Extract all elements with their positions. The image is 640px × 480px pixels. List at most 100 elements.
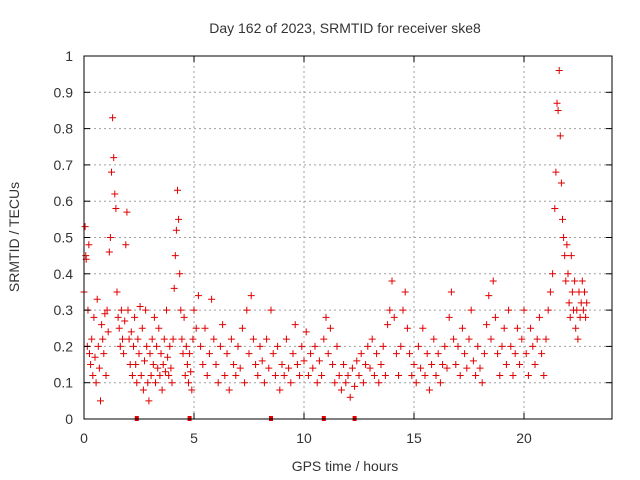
- data-point: [307, 350, 315, 358]
- data-point: [485, 292, 493, 300]
- data-point: [377, 361, 385, 369]
- data-point: [507, 342, 515, 350]
- data-point: [243, 306, 251, 314]
- data-point: [430, 335, 438, 343]
- data-point: [551, 204, 559, 212]
- data-point: [171, 252, 179, 260]
- data-point: [256, 342, 264, 350]
- data-point: [583, 299, 591, 307]
- data-point: [557, 179, 565, 187]
- data-point: [182, 342, 190, 350]
- data-point: [318, 371, 326, 379]
- data-point: [552, 168, 560, 176]
- data-point: [181, 371, 189, 379]
- data-point: [439, 361, 447, 369]
- data-point: [540, 371, 548, 379]
- data-point: [572, 324, 580, 332]
- data-point: [135, 350, 143, 358]
- data-point: [421, 371, 429, 379]
- data-point: [563, 241, 571, 249]
- data-point: [452, 361, 460, 369]
- data-point: [100, 350, 108, 358]
- data-point: [320, 335, 328, 343]
- data-point: [565, 299, 573, 307]
- data-point: [113, 288, 121, 296]
- data-point: [136, 302, 144, 310]
- data-point: [254, 371, 262, 379]
- data-point: [375, 379, 383, 387]
- data-point: [364, 342, 372, 350]
- axis-ticks: [83, 55, 612, 420]
- data-point: [104, 328, 112, 336]
- data-point: [291, 321, 299, 329]
- data-point: [102, 371, 110, 379]
- data-point: [249, 335, 257, 343]
- data-point: [130, 342, 137, 350]
- data-point: [480, 350, 488, 358]
- data-point: [90, 313, 98, 321]
- data-point: [101, 310, 109, 318]
- data-point: [518, 335, 526, 343]
- data-point: [406, 350, 414, 358]
- data-point: [117, 306, 125, 314]
- data-point: [160, 335, 168, 343]
- data-point: [513, 324, 521, 332]
- data-point: [571, 277, 579, 285]
- data-point: [414, 342, 422, 350]
- data-point: [538, 350, 546, 358]
- data-point: [186, 350, 194, 358]
- data-point: [386, 306, 394, 314]
- data-point: [106, 234, 114, 241]
- data-point: [142, 306, 150, 314]
- data-point: [573, 306, 581, 314]
- data-point: [112, 204, 120, 212]
- data-point: [148, 335, 156, 343]
- data-point: [395, 371, 403, 379]
- data-point: [274, 342, 282, 350]
- data-point: [496, 371, 504, 379]
- data-point: [436, 379, 444, 387]
- x-tick-label: 20: [516, 430, 532, 446]
- data-point: [234, 342, 242, 350]
- data-point: [359, 379, 367, 387]
- data-point: [236, 364, 244, 372]
- data-point: [529, 342, 537, 350]
- data-point: [445, 313, 453, 321]
- data-point: [326, 324, 334, 332]
- data-point: [476, 364, 484, 372]
- data-point: [163, 306, 170, 314]
- data-point: [304, 371, 312, 379]
- data-point: [86, 350, 93, 358]
- data-point: [227, 335, 235, 343]
- data-point: [467, 306, 475, 314]
- data-point: [463, 364, 471, 372]
- data-point: [87, 361, 95, 369]
- data-point: [559, 215, 566, 223]
- data-point: [205, 350, 213, 358]
- data-point: [158, 386, 166, 394]
- y-tick-label: 0.3: [54, 302, 74, 318]
- data-point: [115, 324, 123, 332]
- data-point: [298, 342, 306, 350]
- data-point: [348, 364, 356, 372]
- data-point: [331, 379, 339, 387]
- data-point: [265, 364, 273, 372]
- data-point: [185, 379, 192, 387]
- data-point: [553, 99, 561, 107]
- data-point: [203, 371, 211, 379]
- data-point: [159, 361, 167, 369]
- data-point: [542, 335, 550, 343]
- data-point: [403, 324, 411, 332]
- data-point: [169, 335, 177, 343]
- data-point: [189, 335, 197, 343]
- data-point: [357, 350, 365, 358]
- data-point: [150, 313, 158, 321]
- data-point: [127, 328, 135, 336]
- data-point: [167, 364, 175, 372]
- data-point: [95, 364, 103, 372]
- data-point: [282, 335, 290, 343]
- data-point: [89, 371, 97, 379]
- data-point: [108, 168, 115, 176]
- data-point: [390, 313, 398, 321]
- data-point: [351, 382, 359, 390]
